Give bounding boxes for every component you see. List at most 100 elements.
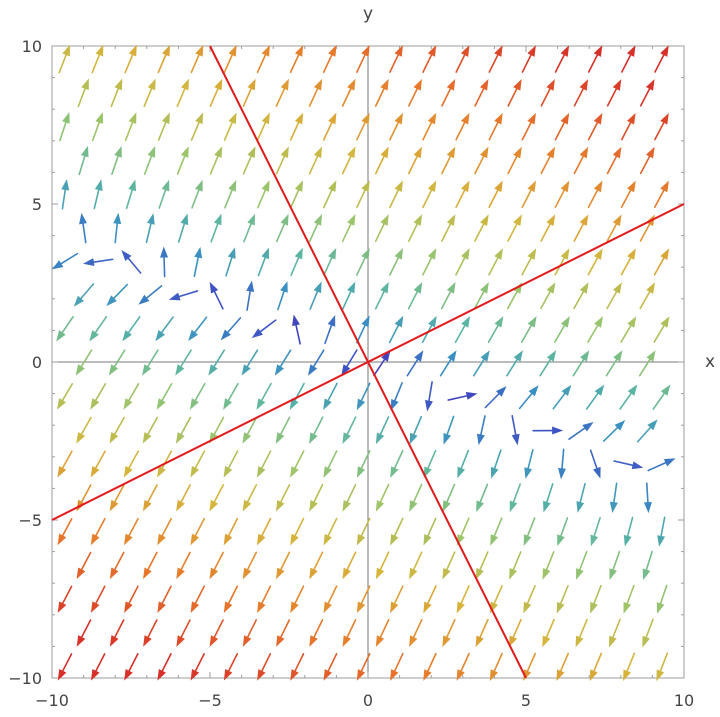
vector-arrow xyxy=(654,45,669,73)
vector-arrow xyxy=(209,78,223,108)
vector-arrow xyxy=(609,482,618,514)
vector-arrow xyxy=(490,517,503,546)
vector-arrow xyxy=(521,45,536,73)
vector-arrow xyxy=(423,517,437,546)
x-tick-label: −5 xyxy=(198,691,222,710)
vector-arrow xyxy=(220,317,242,341)
vector-arrow xyxy=(342,619,357,647)
y-tick-label: 5 xyxy=(32,195,42,214)
vector-arrow xyxy=(620,316,637,343)
vector-arrow xyxy=(193,246,203,278)
vector-arrow xyxy=(90,585,106,613)
vector-arrow xyxy=(532,426,564,435)
vector-arrow xyxy=(509,483,521,513)
vector-arrow xyxy=(322,45,337,74)
vector-arrow xyxy=(289,112,304,141)
vector-arrow xyxy=(422,45,437,73)
vector-arrow xyxy=(323,517,338,546)
vector-arrow xyxy=(125,179,136,210)
vector-arrow xyxy=(556,584,569,614)
vector-arrow xyxy=(484,386,507,409)
vector-arrow xyxy=(375,551,390,580)
vector-arrow xyxy=(109,619,125,647)
vector-arrow xyxy=(175,416,192,444)
vector-arrow xyxy=(441,214,456,242)
vector-arrow xyxy=(109,416,125,444)
vector-arrow xyxy=(636,419,658,443)
vector-arrow xyxy=(93,179,103,210)
vector-arrow xyxy=(472,350,490,377)
vector-arrow xyxy=(124,653,139,681)
vector-arrow xyxy=(113,212,122,244)
vector-arrow xyxy=(276,551,291,580)
vector-arrow xyxy=(455,45,470,73)
vector-arrow xyxy=(223,44,237,74)
vector-arrow xyxy=(521,180,537,209)
vector-arrow xyxy=(507,146,522,175)
vector-arrow xyxy=(176,146,189,175)
vector-arrow xyxy=(455,248,470,276)
vector-arrow xyxy=(647,458,676,472)
x-tick-label: 0 xyxy=(363,691,373,710)
vector-arrow xyxy=(518,385,539,410)
vector-arrow xyxy=(56,315,74,342)
vector-arrow xyxy=(257,585,272,614)
vector-arrow xyxy=(619,384,638,410)
vector-arrow xyxy=(289,382,305,410)
vector-arrow xyxy=(606,79,622,107)
vector-arrow xyxy=(275,78,289,107)
y-tick-label: 10 xyxy=(22,37,42,56)
vector-arrow xyxy=(242,551,258,580)
vector-arrow xyxy=(476,415,486,446)
vector-arrow xyxy=(390,382,403,411)
vector-arrow xyxy=(447,391,478,401)
vector-arrow xyxy=(573,214,589,242)
vector-arrow xyxy=(243,213,256,243)
vector-arrow xyxy=(613,460,644,470)
vector-arrow xyxy=(309,619,324,647)
vector-arrow xyxy=(209,551,224,580)
vector-arrow xyxy=(476,483,489,513)
vector-arrow xyxy=(277,281,288,311)
vector-arrow xyxy=(455,112,470,141)
vector-arrow xyxy=(605,350,623,377)
vector-arrow xyxy=(309,416,324,444)
vector-arrow xyxy=(290,517,305,546)
tick-labels: −10 −5 0 5 10 −10 −5 0 5 10 xyxy=(8,37,694,710)
vector-arrow xyxy=(642,618,654,648)
vector-arrow xyxy=(90,517,106,546)
vector-arrow xyxy=(189,382,206,410)
vector-arrow xyxy=(390,585,404,614)
vector-arrow xyxy=(309,281,322,310)
vector-arrow xyxy=(623,652,636,682)
vector-arrow xyxy=(209,281,224,310)
y-axis-title: y xyxy=(363,4,373,24)
vector-arrow xyxy=(652,384,671,410)
vector-arrow xyxy=(224,180,237,209)
vector-arrow xyxy=(423,652,437,681)
vector-arrow xyxy=(275,213,289,243)
red-eigen-line xyxy=(209,45,527,679)
vector-arrow xyxy=(108,349,126,376)
vector-arrow xyxy=(653,248,670,276)
vector-arrow xyxy=(521,112,536,141)
vector-arrow xyxy=(323,247,337,276)
vector-arrow xyxy=(656,584,668,614)
vector-arrow xyxy=(556,652,570,682)
vector-arrow xyxy=(572,350,590,377)
vector-arrow xyxy=(176,551,191,580)
vector-arrow xyxy=(511,415,520,446)
vector-arrow xyxy=(442,551,456,580)
vector-arrow xyxy=(575,618,588,648)
vector-arrow xyxy=(554,180,570,208)
vector-arrow xyxy=(356,247,370,276)
vector-arrow xyxy=(639,79,655,107)
vector-arrow xyxy=(587,112,603,141)
vector-arrow xyxy=(654,112,669,141)
vector-arrow xyxy=(425,381,433,412)
vector-arrow xyxy=(223,585,239,614)
vector-arrow xyxy=(408,78,422,107)
vector-arrow xyxy=(241,349,259,376)
vector-arrow xyxy=(106,283,129,307)
vector-arrow xyxy=(389,180,403,209)
